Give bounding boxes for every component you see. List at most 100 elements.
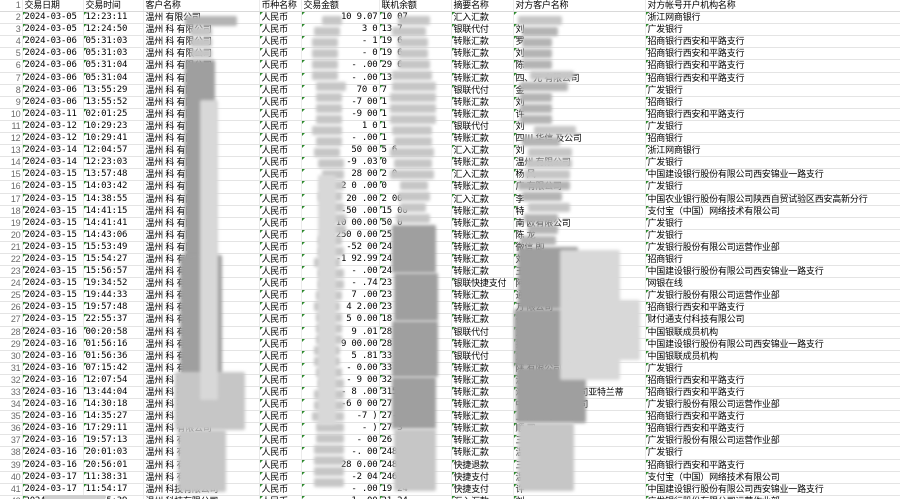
row-number-cell[interactable]: 41: [0, 483, 23, 496]
cell-transaction-time[interactable]: 00:20:58: [83, 326, 144, 339]
cell-transaction-date[interactable]: 2024-03-06: [22, 96, 84, 109]
cell-transaction-time[interactable]: 12:23:03: [83, 156, 144, 170]
row-number-cell[interactable]: 7: [0, 72, 23, 85]
row-number-cell[interactable]: 36: [0, 422, 23, 436]
cell-transaction-date[interactable]: 2024-03-15: [22, 277, 84, 291]
cell-summary-name[interactable]: 转账汇款: [451, 374, 514, 388]
row-number-cell[interactable]: 5: [0, 47, 23, 61]
cell-currency-name[interactable]: 人民币: [259, 326, 302, 339]
cell-summary-name[interactable]: 转账汇款: [451, 59, 514, 73]
row-number-cell[interactable]: 35: [0, 410, 23, 424]
row-number-cell[interactable]: 6: [0, 59, 23, 73]
cell-transaction-time[interactable]: 05:31:03: [83, 35, 144, 49]
cell-currency-name[interactable]: 人民币: [259, 253, 302, 267]
cell-currency-name[interactable]: 人民币: [259, 217, 302, 230]
cell-transaction-time[interactable]: 14:35:27: [83, 410, 144, 424]
cell-transaction-time[interactable]: 14:38:55: [83, 193, 144, 206]
cell-transaction-date[interactable]: 2024-03-16: [22, 374, 84, 388]
row-number-cell[interactable]: 18: [0, 205, 23, 218]
cell-transaction-date[interactable]: 2024-03-16: [22, 398, 84, 412]
row-number-cell[interactable]: 14: [0, 156, 23, 170]
cell-transaction-date[interactable]: 2024-03-12: [22, 120, 84, 134]
cell-transaction-date[interactable]: 2024-03-16: [22, 338, 84, 351]
row-number-cell[interactable]: 21: [0, 241, 23, 254]
cell-summary-name[interactable]: 转账汇款: [451, 96, 514, 109]
cell-summary-name[interactable]: 银联代付: [451, 120, 514, 134]
cell-summary-name[interactable]: 转账汇款: [451, 338, 514, 351]
cell-transaction-date[interactable]: 2024-03-15: [22, 180, 84, 194]
row-number-cell[interactable]: 12: [0, 132, 23, 146]
row-number-cell[interactable]: 31: [0, 362, 23, 375]
cell-currency-name[interactable]: 人民币: [259, 35, 302, 49]
cell-currency-name[interactable]: 人民币: [259, 398, 302, 412]
cell-transaction-time[interactable]: 12:07:54: [83, 374, 144, 388]
cell-summary-name[interactable]: 银联代付: [451, 350, 514, 363]
cell-transaction-time[interactable]: 19:34:52: [83, 277, 144, 291]
cell-summary-name[interactable]: 汇入汇款: [451, 193, 514, 206]
row-number-cell[interactable]: 26: [0, 301, 23, 315]
cell-transaction-time[interactable]: 14:03:42: [83, 180, 144, 194]
cell-transaction-time[interactable]: 15:56:57: [83, 265, 144, 279]
cell-currency-name[interactable]: 人民币: [259, 362, 302, 375]
cell-summary-name[interactable]: 转账汇款: [451, 289, 514, 303]
cell-currency-name[interactable]: 人民币: [259, 446, 302, 460]
cell-currency-name[interactable]: 人民币: [259, 120, 302, 134]
row-number-cell[interactable]: 16: [0, 180, 23, 194]
cell-transaction-date[interactable]: 2024-03-15: [22, 168, 84, 182]
cell-currency-name[interactable]: 人民币: [259, 229, 302, 242]
cell-currency-name[interactable]: 人民币: [259, 289, 302, 303]
cell-summary-name[interactable]: 转账汇款: [451, 180, 514, 194]
cell-currency-name[interactable]: 人民币: [259, 386, 302, 400]
row-number-cell[interactable]: 8: [0, 84, 23, 97]
cell-transaction-date[interactable]: 2024-03-06: [22, 35, 84, 49]
cell-transaction-date[interactable]: 2024-03-15: [22, 301, 84, 315]
cell-transaction-date[interactable]: 2024-03-06: [22, 47, 84, 61]
table-row[interactable]: 19 2024-03-15 14:41:41 温州 科 有限公司 人民币 -10 00.0…: [0, 217, 900, 230]
cell-transaction-time[interactable]: 14:41:41: [83, 217, 144, 230]
cell-summary-name[interactable]: 转账汇款: [451, 313, 514, 327]
cell-currency-name[interactable]: 人民币: [259, 471, 302, 484]
cell-transaction-date[interactable]: 2024-03-14: [22, 156, 84, 170]
cell-transaction-date[interactable]: 2024-03-16: [22, 326, 84, 339]
cell-transaction-time[interactable]: 05:31:04: [83, 59, 144, 73]
cell-currency-name[interactable]: 人民币: [259, 193, 302, 206]
cell-summary-name[interactable]: 转账汇款: [451, 434, 514, 448]
cell-summary-name[interactable]: 转账汇款: [451, 362, 514, 375]
cell-summary-name[interactable]: 银联代付: [451, 326, 514, 339]
cell-currency-name[interactable]: 人民币: [259, 84, 302, 97]
row-number-cell[interactable]: 2: [0, 11, 23, 25]
row-number-cell[interactable]: 28: [0, 326, 23, 339]
cell-summary-name[interactable]: 快捷支付: [451, 471, 514, 484]
cell-transaction-time[interactable]: 20:01:03: [83, 446, 144, 460]
cell-currency-name[interactable]: 人民币: [259, 410, 302, 424]
cell-transaction-time[interactable]: 14:41:15: [83, 205, 144, 218]
row-number-cell[interactable]: 37: [0, 434, 23, 448]
cell-transaction-time[interactable]: 13:55:52: [83, 96, 144, 109]
cell-currency-name[interactable]: 人民币: [259, 422, 302, 436]
cell-customer-name[interactable]: 温州 科技有限公司: [143, 495, 260, 499]
cell-currency-name[interactable]: 人民币: [259, 301, 302, 315]
cell-summary-name[interactable]: 汇入汇款: [451, 495, 514, 499]
row-number-cell[interactable]: 17: [0, 193, 23, 206]
cell-transaction-date[interactable]: 2024-03-06: [22, 59, 84, 73]
cell-transaction-date[interactable]: 2024-03-15: [22, 229, 84, 242]
cell-summary-name[interactable]: 银联代付: [451, 23, 514, 37]
cell-summary-name[interactable]: 转账汇款: [451, 108, 514, 121]
row-number-cell[interactable]: 29: [0, 338, 23, 351]
cell-currency-name[interactable]: 人民币: [259, 47, 302, 61]
cell-summary-name[interactable]: 银联代付: [451, 84, 514, 97]
table-row[interactable]: 17 2024-03-15 14:38:55 温州 科 有限公司 人民币 20 .00 2 …: [0, 193, 900, 206]
row-number-cell[interactable]: 3: [0, 23, 23, 37]
cell-summary-name[interactable]: 转账汇款: [451, 301, 514, 315]
cell-summary-name[interactable]: 转账汇款: [451, 229, 514, 242]
cell-transaction-date[interactable]: 2024-03-16: [22, 434, 84, 448]
cell-currency-name[interactable]: 人民币: [259, 205, 302, 218]
cell-transaction-date[interactable]: 2024-03-16: [22, 422, 84, 436]
row-number-cell[interactable]: 34: [0, 398, 23, 412]
cell-currency-name[interactable]: 人民币: [259, 11, 302, 25]
cell-transaction-time[interactable]: 05:31:03: [83, 47, 144, 61]
row-number-cell[interactable]: 42: [0, 495, 23, 499]
cell-summary-name[interactable]: 转账汇款: [451, 132, 514, 146]
cell-transaction-date[interactable]: 2024-03-16: [22, 410, 84, 424]
cell-transaction-time[interactable]: 14:43:06: [83, 229, 144, 242]
